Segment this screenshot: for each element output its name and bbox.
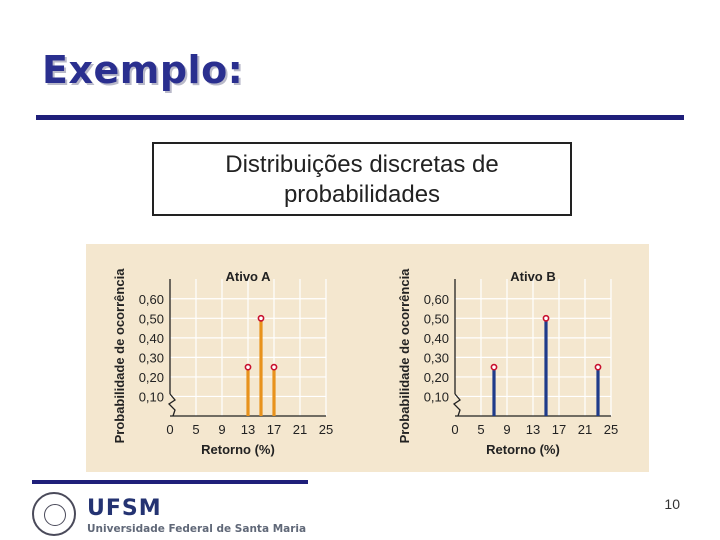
x-tick-label-b-1: 5 — [477, 422, 484, 437]
y-tick-label-a-4: 0,50 — [139, 311, 164, 326]
chart-title-b: Ativo B — [510, 269, 556, 284]
x-tick-label-b-6: 25 — [604, 422, 618, 437]
x-tick-label-b-4: 17 — [552, 422, 566, 437]
marker-b-2 — [594, 363, 602, 371]
x-tick-label-b-3: 13 — [526, 422, 540, 437]
x-tick-label-a-2: 9 — [218, 422, 225, 437]
footer-rule — [32, 480, 308, 484]
chart-title-a: Ativo A — [225, 269, 271, 284]
y-tick-label-a-1: 0,20 — [139, 370, 164, 385]
x-tick-label-a-1: 5 — [192, 422, 199, 437]
x-tick-label-b-5: 21 — [578, 422, 592, 437]
ufsm-seal-icon — [32, 492, 76, 536]
logo-name: UFSM — [87, 496, 162, 521]
ufsm-logo: UFSM Universidade Federal de Santa Maria — [32, 480, 308, 538]
y-tick-label-b-2: 0,30 — [424, 350, 449, 365]
slide-title: Exemplo: — [42, 48, 244, 92]
marker-a-1 — [257, 314, 265, 322]
page-number: 10 — [664, 496, 680, 512]
x-tick-label-a-6: 25 — [319, 422, 333, 437]
x-tick-label-a-5: 21 — [293, 422, 307, 437]
marker-b-1 — [542, 314, 550, 322]
x-tick-label-b-2: 9 — [503, 422, 510, 437]
marker-b-0 — [490, 363, 498, 371]
chart-panel: 0,10 0,20 0,30 0,40 0,50 0,60 0 5 9 13 17 21 25 Ativo… — [86, 244, 649, 472]
x-tick-label-a-4: 17 — [267, 422, 281, 437]
subtitle-box: Distribuições discretas de probabilidade… — [152, 142, 572, 216]
logo-subtitle: Universidade Federal de Santa Maria — [87, 523, 307, 535]
x-axis-label-a: Retorno (%) — [201, 442, 275, 457]
x-tick-label-a-3: 13 — [241, 422, 255, 437]
x-tick-label-b-0: 0 — [451, 422, 458, 437]
marker-a-0 — [244, 363, 252, 371]
subtitle-line-1: Distribuições discretas de — [225, 151, 499, 178]
axis-break-a — [167, 393, 176, 417]
charts-svg: 0,10 0,20 0,30 0,40 0,50 0,60 0 5 9 13 17 21 25 Ativo… — [112, 268, 618, 457]
x-axis-label-b: Retorno (%) — [486, 442, 560, 457]
y-tick-label-a-0: 0,10 — [139, 389, 164, 404]
y-tick-label-b-4: 0,50 — [424, 311, 449, 326]
title-underline — [36, 115, 684, 120]
y-tick-label-a-3: 0,40 — [139, 331, 164, 346]
y-tick-label-a-5: 0,60 — [139, 292, 164, 307]
x-tick-label-a-0: 0 — [166, 422, 173, 437]
y-tick-label-a-2: 0,30 — [139, 350, 164, 365]
y-axis-label-b: Probabilidade de ocorrência — [397, 268, 412, 444]
marker-a-2 — [270, 363, 278, 371]
axis-break-b — [452, 393, 461, 417]
y-tick-label-b-3: 0,40 — [424, 331, 449, 346]
subtitle-line-2: probabilidades — [283, 181, 441, 208]
y-axis-label-a: Probabilidade de ocorrência — [112, 268, 127, 444]
y-tick-label-b-1: 0,20 — [424, 370, 449, 385]
y-tick-label-b-0: 0,10 — [424, 389, 449, 404]
y-tick-label-b-5: 0,60 — [424, 292, 449, 307]
